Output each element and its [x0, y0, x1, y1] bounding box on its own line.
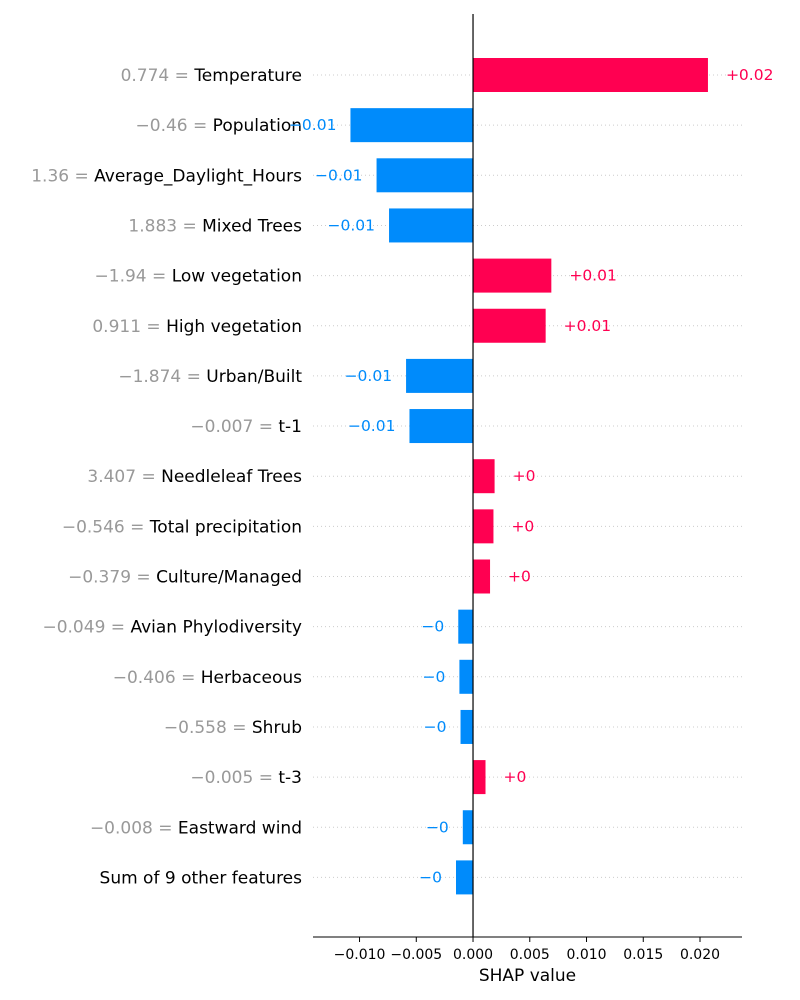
feature-name: Urban/Built: [206, 367, 302, 387]
bar-value-label: −0: [421, 618, 444, 636]
feature-label: −0.406 = Herbaceous: [113, 668, 302, 688]
x-axis-title: SHAP value: [479, 966, 576, 986]
bar-value-label: −0.01: [289, 116, 337, 134]
feature-label: −0.049 = Avian Phylodiversity: [42, 618, 302, 638]
bar-value-label: +0: [504, 768, 527, 786]
feature-label: −0.546 = Total precipitation: [62, 517, 302, 537]
feature-value: −0.379 =: [68, 568, 156, 588]
feature-name: Low vegetation: [172, 267, 302, 287]
feature-name: t-3: [278, 768, 302, 788]
bar-value-label: −0.01: [345, 367, 393, 385]
feature-label: −0.379 = Culture/Managed: [68, 568, 302, 588]
bar-value-label: +0.02: [726, 66, 774, 84]
shap-bar: [409, 409, 474, 444]
feature-value: 1.883 =: [128, 216, 202, 236]
feature-name: Population: [213, 116, 302, 136]
bar-value-label: −0: [426, 818, 449, 836]
feature-name: Needleleaf Trees: [161, 467, 302, 487]
x-tick-label: 0.010: [566, 947, 606, 963]
x-axis: −0.010 −0.005 0.000 0.005 0.010 0.015 0.020: [313, 14, 742, 963]
feature-name: Herbaceous: [201, 668, 302, 688]
feature-name: Total precipitation: [149, 517, 302, 537]
feature-value: −0.546 =: [62, 517, 150, 537]
feature-label: Sum of 9 other features: [100, 868, 303, 888]
shap-bar: [459, 659, 474, 694]
feature-label: −0.005 = t-3: [190, 768, 302, 788]
feature-label: −0.008 = Eastward wind: [90, 818, 302, 838]
feature-name: Mixed Trees: [202, 216, 302, 236]
bar-value-label: +0: [511, 517, 534, 535]
feature-value: 0.774 =: [121, 66, 195, 86]
bar-value-label: −0.01: [348, 417, 396, 435]
feature-label: −1.94 = Low vegetation: [95, 267, 302, 287]
shap-bar: [473, 58, 708, 92]
feature-label: −1.874 = Urban/Built: [118, 367, 302, 387]
feature-name: Culture/Managed: [156, 568, 302, 588]
bar-value-label: −0.01: [315, 166, 363, 184]
feature-name: Eastward wind: [178, 818, 302, 838]
shap-bar: [406, 358, 474, 393]
feature-value: −1.94 =: [95, 267, 172, 287]
shap-bar: [458, 609, 474, 644]
feature-value: 3.407 =: [87, 467, 161, 487]
shap-bar: [389, 208, 474, 243]
x-tick-label: −0.010: [334, 947, 386, 963]
x-tick-label: 0.000: [453, 947, 493, 963]
bars-layer: [350, 58, 708, 895]
shap-bar: [456, 860, 474, 895]
shap-bar: [462, 810, 474, 845]
x-tick-label: −0.005: [390, 947, 442, 963]
feature-name: t-1: [278, 417, 302, 437]
feature-value: −1.874 =: [118, 367, 206, 387]
feature-value: −0.558 =: [164, 718, 252, 738]
feature-value: 0.911 =: [92, 317, 166, 337]
feature-name: Temperature: [193, 66, 302, 86]
shap-bar: [473, 308, 546, 343]
feature-value: −0.406 =: [113, 668, 201, 688]
feature-name: Avian Phylodiversity: [130, 618, 302, 638]
shap-bar: [473, 459, 495, 494]
labels-layer: 0.774 = Temperature +0.02 −0.46 = Populati…: [31, 66, 773, 888]
bar-value-label: +0.01: [569, 267, 617, 285]
feature-name: Sum of 9 other features: [100, 868, 303, 888]
shap-bar: [473, 258, 552, 293]
feature-label: 0.911 = High vegetation: [92, 317, 302, 337]
feature-value: −0.46 =: [136, 116, 213, 136]
feature-label: 1.36 = Average_Daylight_Hours: [31, 166, 302, 186]
feature-value: −0.005 =: [190, 768, 278, 788]
shap-bar: [376, 158, 474, 193]
feature-value: −0.007 =: [190, 417, 278, 437]
shap-bar: [460, 709, 474, 744]
shap-bar: [473, 559, 491, 594]
bar-value-label: −0: [424, 718, 447, 736]
shap-bar: [350, 108, 474, 143]
feature-value: −0.049 =: [42, 618, 130, 638]
feature-name: High vegetation: [166, 317, 302, 337]
bar-value-label: −0: [419, 868, 442, 886]
x-tick-label: 0.020: [680, 947, 720, 963]
feature-label: −0.558 = Shrub: [164, 718, 302, 738]
feature-label: 3.407 = Needleleaf Trees: [87, 467, 302, 487]
bar-value-label: +0.01: [564, 317, 612, 335]
feature-name: Shrub: [252, 718, 302, 738]
bar-value-label: +0: [508, 568, 531, 586]
feature-value: 1.36 =: [31, 166, 94, 186]
x-tick-label: 0.005: [510, 947, 550, 963]
shap-bar: [473, 760, 486, 795]
feature-label: −0.46 = Population: [136, 116, 302, 136]
feature-label: 0.774 = Temperature: [121, 66, 302, 86]
x-tick-label: 0.015: [623, 947, 663, 963]
bar-value-label: −0: [423, 668, 446, 686]
bar-value-label: −0.01: [328, 216, 376, 234]
shap-bar: [473, 509, 494, 544]
feature-name: Average_Daylight_Hours: [94, 166, 302, 186]
bar-value-label: +0: [513, 467, 536, 485]
feature-value: −0.008 =: [90, 818, 178, 838]
feature-label: 1.883 = Mixed Trees: [128, 216, 302, 236]
feature-label: −0.007 = t-1: [190, 417, 302, 437]
